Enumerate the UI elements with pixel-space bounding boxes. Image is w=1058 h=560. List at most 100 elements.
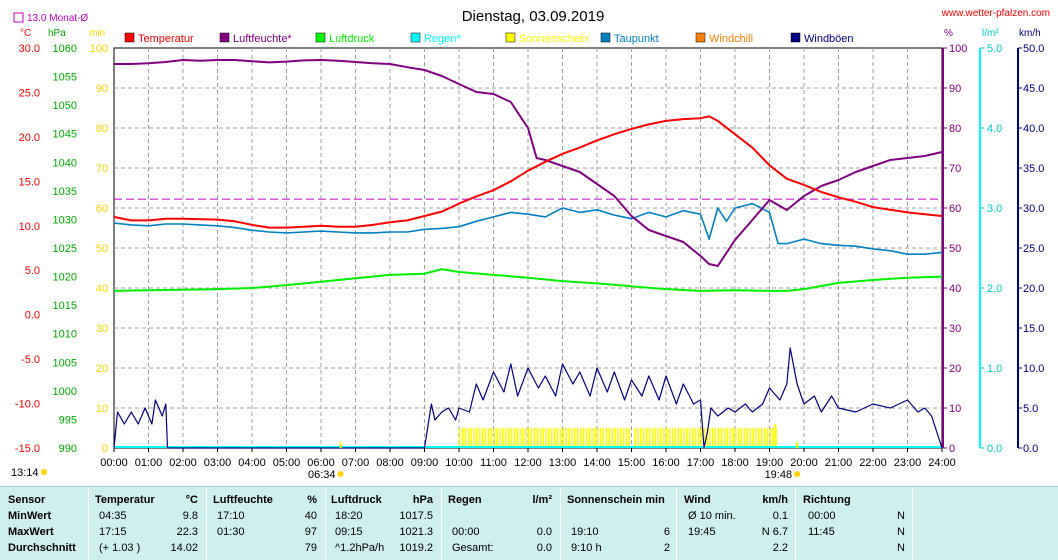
table-cell-time: ^1.2hPa/h bbox=[335, 542, 385, 554]
table-cell-value: 1021.3 bbox=[399, 526, 433, 538]
sunshine-bar bbox=[602, 428, 605, 448]
sunshine-bar bbox=[582, 428, 585, 448]
sunshine-bar bbox=[749, 428, 751, 448]
pressure-tick-label: 1055 bbox=[53, 72, 77, 84]
sunshine-bar bbox=[611, 428, 613, 448]
summary-table: Sensor Temperatur °C Luftfeuchte% Luftdruck h… bbox=[0, 486, 1058, 560]
sunshine-bar bbox=[772, 428, 774, 448]
sunshine-bar bbox=[720, 428, 723, 448]
sunshine-bar bbox=[723, 428, 726, 448]
sunshine-bar bbox=[758, 428, 760, 448]
pressure-tick-label: 1045 bbox=[53, 129, 77, 141]
table-row-label: MinWert bbox=[8, 510, 52, 522]
sunshine-bar bbox=[714, 428, 717, 448]
rain-tick-label: 3.0 bbox=[987, 203, 1002, 215]
sunshine-bar bbox=[717, 428, 720, 448]
x-tick-label: 15:00 bbox=[618, 457, 646, 469]
sunshine-bar bbox=[729, 428, 731, 448]
sunshine-bar bbox=[628, 428, 631, 448]
table-cell-time: 01:30 bbox=[217, 526, 245, 538]
legend-swatch bbox=[410, 32, 421, 43]
humidity-tick-label: 10 bbox=[949, 403, 961, 415]
temp-tick-label: 10.0 bbox=[19, 221, 40, 233]
table-cell-value: N 6.7 bbox=[761, 526, 788, 538]
table-cell-value: N bbox=[897, 510, 905, 522]
table-cell-value: 1019.2 bbox=[399, 542, 433, 554]
rain-tick-label: 1.0 bbox=[987, 363, 1002, 375]
humidity-tick-label: 50 bbox=[949, 243, 961, 255]
x-tick-label: 18:00 bbox=[721, 457, 749, 469]
sunshine-bar bbox=[769, 428, 772, 448]
table-column-divider bbox=[441, 487, 442, 560]
temp-tick-label: 15.0 bbox=[19, 176, 40, 188]
table-column-divider bbox=[206, 487, 207, 560]
table-row-label: MaxWert bbox=[8, 526, 54, 538]
sunshine-bar bbox=[732, 428, 734, 448]
wind-tick-label: 10.0 bbox=[1023, 363, 1044, 375]
sunshine-bar bbox=[743, 428, 746, 448]
sunshine-bar bbox=[459, 428, 461, 448]
pressure-tick-label: 1050 bbox=[53, 100, 77, 112]
table-cell-time: 19:10 bbox=[571, 526, 599, 538]
wind-tick-label: 40.0 bbox=[1023, 123, 1044, 135]
rain-tick-label: 0.0 bbox=[987, 443, 1002, 455]
wind-tick-label: 30.0 bbox=[1023, 203, 1044, 215]
table-cell-time: 00:00 bbox=[808, 510, 836, 522]
sunshine-bar bbox=[568, 428, 570, 448]
sunshine-bar bbox=[740, 428, 743, 448]
table-cell-value: 97 bbox=[304, 526, 317, 538]
minutes-tick-label: 10 bbox=[96, 403, 108, 415]
x-tick-label: 24:00 bbox=[928, 457, 956, 469]
wind-tick-label: 0.0 bbox=[1023, 443, 1038, 455]
watermark-text: www.wetter-pfalzen.com bbox=[941, 8, 1050, 19]
wind-tick-label: 50.0 bbox=[1023, 43, 1044, 55]
sunshine-bar bbox=[470, 428, 473, 448]
sunshine-bar bbox=[617, 428, 619, 448]
sunshine-bar bbox=[763, 428, 766, 448]
pressure-tick-label: 1040 bbox=[53, 157, 77, 169]
table-cell-value: 2 bbox=[663, 542, 670, 554]
sunshine-bar bbox=[533, 428, 536, 448]
humidity-tick-label: 100 bbox=[949, 43, 967, 55]
humidity-tick-label: 0 bbox=[949, 443, 955, 455]
sunshine-bar bbox=[545, 428, 547, 448]
table-column-divider bbox=[912, 487, 913, 560]
x-tick-label: 05:00 bbox=[273, 457, 301, 469]
sunshine-bar bbox=[594, 428, 596, 448]
sunshine-bar bbox=[657, 428, 659, 448]
table-cell-time: 17:15 bbox=[99, 526, 127, 538]
table-header: Sensor bbox=[8, 494, 46, 506]
sunshine-bar bbox=[622, 428, 625, 448]
rain-tick-label: 2.0 bbox=[987, 283, 1002, 295]
humidity-tick-label: 20 bbox=[949, 363, 961, 375]
sunshine-bar bbox=[735, 428, 737, 448]
table-cell-value: 79 bbox=[304, 542, 317, 554]
gusts-series-line bbox=[113, 347, 943, 449]
table-cell-value: 2.2 bbox=[772, 542, 788, 554]
sunshine-bar bbox=[671, 428, 674, 448]
temp-tick-label: 30.0 bbox=[19, 43, 40, 55]
sunshine-bar bbox=[588, 428, 590, 448]
table-row-label: Durchschnitt bbox=[8, 542, 76, 554]
rain-axis-unit: l/m² bbox=[982, 28, 999, 39]
minutes-tick-label: 30 bbox=[96, 323, 108, 335]
table-cell-value: 6 bbox=[663, 526, 670, 538]
wind-tick-label: 15.0 bbox=[1023, 323, 1044, 335]
sunshine-bar bbox=[473, 428, 475, 448]
minutes-tick-label: 90 bbox=[96, 83, 108, 95]
temp-tick-label: 20.0 bbox=[19, 132, 40, 144]
sunshine-bar bbox=[651, 428, 654, 448]
pressure-tick-label: 1035 bbox=[53, 186, 77, 198]
sunshine-bar bbox=[694, 428, 697, 448]
wind-axis-unit: km/h bbox=[1019, 28, 1041, 39]
x-tick-label: 21:00 bbox=[825, 457, 853, 469]
temp-tick-label: -10.0 bbox=[15, 399, 40, 411]
sunshine-bar bbox=[680, 428, 682, 448]
x-tick-label: 00:00 bbox=[100, 457, 128, 469]
x-tick-label: 09:00 bbox=[411, 457, 439, 469]
sunrise-icon bbox=[337, 471, 344, 477]
sunshine-bar bbox=[536, 428, 539, 448]
x-tick-label: 22:00 bbox=[859, 457, 887, 469]
sunshine-bar bbox=[746, 428, 749, 448]
legend-label: Windböen bbox=[804, 33, 854, 45]
